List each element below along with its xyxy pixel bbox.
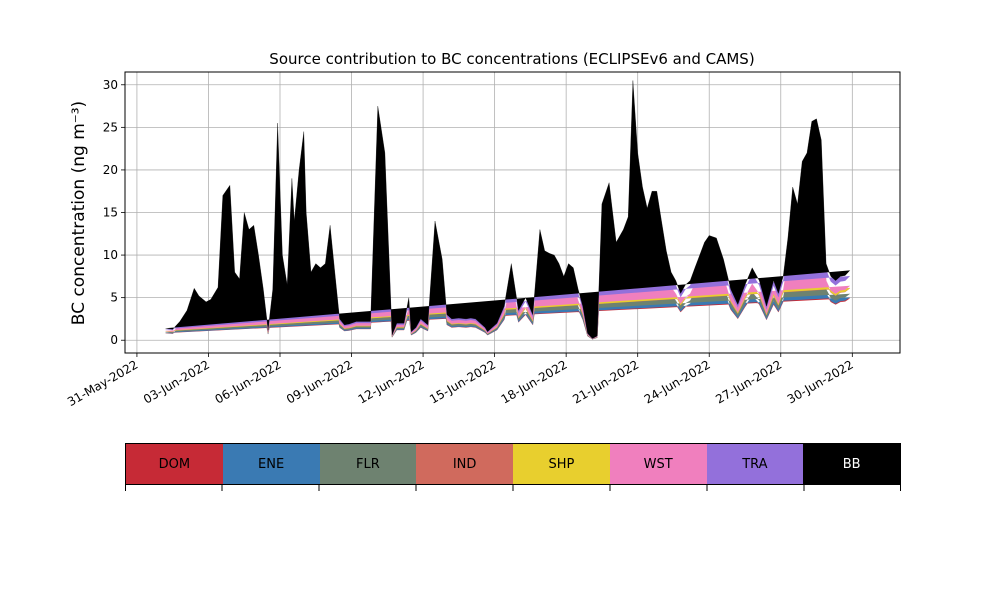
area-series-bb [165,80,851,339]
area-series-dom [165,184,850,340]
x-tick-label: 24-Jun-2022 [642,357,713,406]
legend-item-shp: SHP [513,444,610,484]
color-legend: DOM ENE FLR IND SHP WST TRA BB [125,443,901,485]
y-tick-label: 25 [103,120,118,134]
y-tick-label: 0 [110,333,118,347]
legend-label-tra: TRA [742,456,768,472]
legend-item-tra: TRA [706,444,804,484]
x-tick-label: 21-Jun-2022 [570,357,641,406]
legend-label-wst: WST [643,456,673,472]
x-tick-label: 06-Jun-2022 [213,357,284,406]
legend-label-bb: BB [842,456,861,472]
x-tick-label: 30-Jun-2022 [785,357,856,406]
legend-item-wst: WST [609,444,707,484]
stacked-area-layer [165,80,851,340]
y-tick-label: 5 [110,291,118,305]
legend-item-ind: IND [416,444,513,484]
y-tick-label: 15 [103,206,118,220]
y-tick-label: 20 [103,163,118,177]
x-tick-label: 27-Jun-2022 [713,357,784,406]
x-tick-label: 15-Jun-2022 [427,357,498,406]
x-tick-label: 09-Jun-2022 [284,357,355,406]
y-tick-label: 10 [103,248,118,262]
legend-label-dom: DOM [158,456,191,472]
legend-label-ene: ENE [258,456,285,472]
legend-item-flr: FLR [319,444,417,484]
legend-label-ind: IND [452,456,477,472]
legend-label-flr: FLR [355,456,380,472]
legend-item-dom: DOM [126,444,223,484]
x-tick-label: 12-Jun-2022 [356,357,427,406]
legend-item-bb: BB [803,444,900,484]
x-tick-label: 31-May-2022 [65,357,140,409]
x-tick-label: 18-Jun-2022 [499,357,570,406]
axis-layer: 31-May-2022 03-Jun-2022 06-Jun-2022 09-Jun-… [65,71,901,409]
legend-label-shp: SHP [548,456,575,472]
y-tick-label: 30 [103,78,118,92]
legend-item-ene: ENE [222,444,320,484]
x-tick-label: 03-Jun-2022 [141,357,212,406]
y-axis-label: BC concentration (ng m⁻³) [69,101,89,325]
chart-title: Source contribution to BC concentrations… [269,50,754,68]
plot-frame [124,71,901,354]
legend-tick-marks [125,485,901,491]
